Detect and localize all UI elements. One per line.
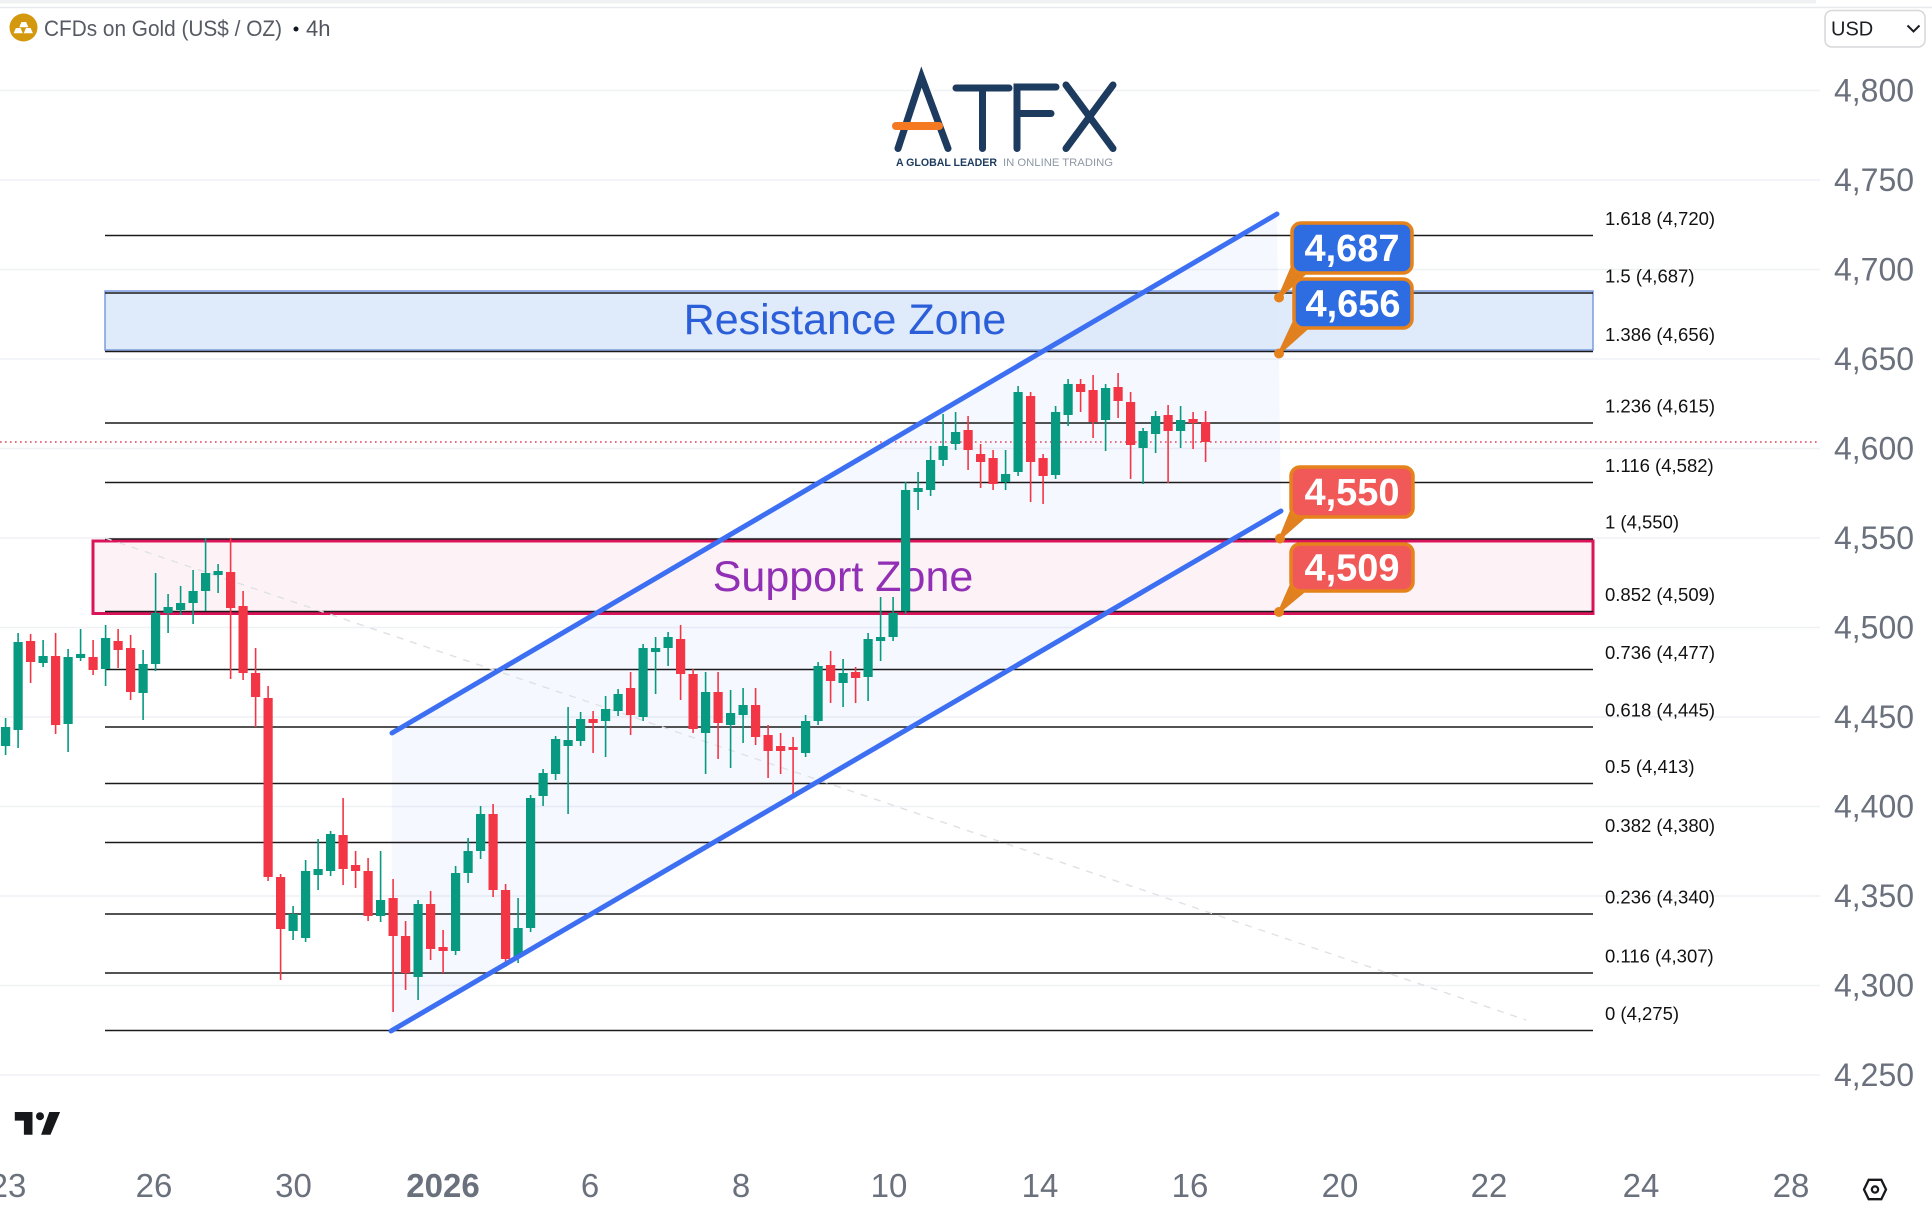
svg-text:4,509: 4,509 <box>1304 548 1399 590</box>
svg-text:1.116 (4,582): 1.116 (4,582) <box>1605 455 1714 476</box>
svg-text:1.386 (4,656): 1.386 (4,656) <box>1605 324 1715 345</box>
svg-text:0.5 (4,413): 0.5 (4,413) <box>1605 756 1694 777</box>
svg-text:16: 16 <box>1172 1167 1209 1204</box>
svg-text:20: 20 <box>1322 1167 1359 1204</box>
svg-text:4,750: 4,750 <box>1834 162 1914 198</box>
svg-text:4,650: 4,650 <box>1834 341 1914 377</box>
svg-text:4,250: 4,250 <box>1834 1057 1914 1093</box>
svg-text:0.736 (4,477): 0.736 (4,477) <box>1605 642 1715 663</box>
svg-text:4,550: 4,550 <box>1304 472 1399 514</box>
svg-text:8: 8 <box>732 1167 750 1204</box>
svg-text:4,350: 4,350 <box>1834 878 1914 914</box>
svg-text:4,700: 4,700 <box>1834 252 1914 288</box>
svg-text:23: 23 <box>0 1167 26 1204</box>
svg-text:30: 30 <box>275 1167 312 1204</box>
svg-text:10: 10 <box>871 1167 908 1204</box>
svg-text:1.5 (4,687): 1.5 (4,687) <box>1605 266 1694 287</box>
svg-text:4,300: 4,300 <box>1834 968 1914 1004</box>
svg-text:22: 22 <box>1471 1167 1508 1204</box>
svg-text:26: 26 <box>136 1167 173 1204</box>
svg-text:4,600: 4,600 <box>1834 431 1914 467</box>
svg-text:CFDs on Gold (US$ / OZ): CFDs on Gold (US$ / OZ) <box>44 16 282 41</box>
svg-text:4,656: 4,656 <box>1305 284 1400 326</box>
svg-text:1.618 (4,720): 1.618 (4,720) <box>1605 208 1715 229</box>
svg-text:0.236 (4,340): 0.236 (4,340) <box>1605 887 1715 908</box>
svg-text:4,687: 4,687 <box>1304 228 1399 270</box>
svg-text:IN ONLINE TRADING: IN ONLINE TRADING <box>1003 157 1113 169</box>
svg-text:Resistance Zone: Resistance Zone <box>684 296 1007 344</box>
svg-text:28: 28 <box>1773 1167 1810 1204</box>
svg-text:14: 14 <box>1022 1167 1059 1204</box>
svg-text:0.618 (4,445): 0.618 (4,445) <box>1605 700 1715 721</box>
svg-text:1 (4,550): 1 (4,550) <box>1605 512 1679 533</box>
svg-text:0.116 (4,307): 0.116 (4,307) <box>1605 946 1714 967</box>
svg-text:4,400: 4,400 <box>1834 789 1914 825</box>
svg-text:A GLOBAL LEADER: A GLOBAL LEADER <box>896 157 997 169</box>
svg-text:Support Zone: Support Zone <box>713 553 974 601</box>
svg-text:4,500: 4,500 <box>1834 610 1914 646</box>
svg-text:24: 24 <box>1623 1167 1660 1204</box>
svg-text:2026: 2026 <box>406 1167 479 1204</box>
svg-text:0.852 (4,509): 0.852 (4,509) <box>1605 584 1715 605</box>
svg-text:USD: USD <box>1831 19 1873 41</box>
svg-text:4,800: 4,800 <box>1834 73 1914 109</box>
svg-text:4h: 4h <box>306 16 330 41</box>
svg-text:6: 6 <box>581 1167 599 1204</box>
svg-text:0.382 (4,380): 0.382 (4,380) <box>1605 815 1715 836</box>
svg-text:0 (4,275): 0 (4,275) <box>1605 1003 1679 1024</box>
svg-text:4,550: 4,550 <box>1834 520 1914 556</box>
svg-text:4,450: 4,450 <box>1834 699 1914 735</box>
svg-text:1.236 (4,615): 1.236 (4,615) <box>1605 396 1715 417</box>
